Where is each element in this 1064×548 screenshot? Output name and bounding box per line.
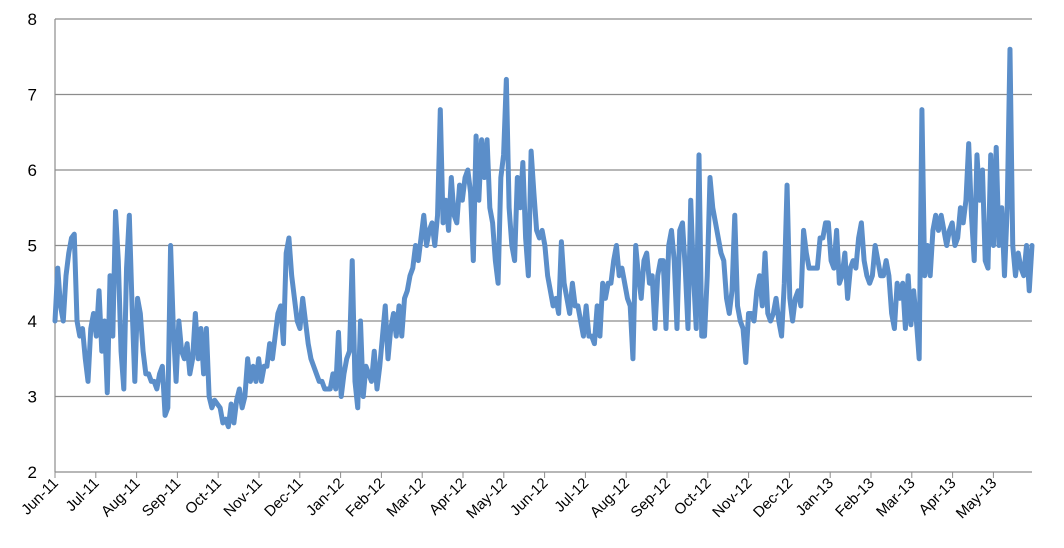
- x-tick-label: Jul-11: [63, 475, 103, 515]
- y-tick-label-7: 7: [28, 86, 37, 105]
- x-tick-label: Jan-12: [303, 475, 347, 519]
- x-tick-label: Oct-11: [182, 475, 225, 518]
- x-tick-label: Sep-11: [139, 475, 184, 520]
- x-axis-ticks: Jun-11 Jul-11Aug-11Sep-11Oct-11Nov-11Dec-…: [18, 472, 1000, 522]
- x-tick-label: Dec-12: [750, 475, 796, 521]
- x-tick-label: May-12: [463, 475, 510, 522]
- x-tick-label: Jun-12: [507, 475, 551, 519]
- series-layer: [52, 46, 1035, 430]
- x-tick-label: Apr-13: [916, 475, 960, 519]
- x-tick-label: Mar-12: [383, 475, 429, 521]
- y-tick-label-3: 3: [28, 388, 37, 407]
- x-tick-label: Jun-11: [18, 475, 62, 519]
- y-tick-label-2: 2: [28, 463, 37, 482]
- x-tick-label: Oct-12: [671, 475, 715, 519]
- x-tick-label: Dec-11: [261, 475, 306, 520]
- x-tick-label: Feb-13: [832, 475, 878, 521]
- y-tick-label-6: 6: [28, 161, 37, 180]
- x-tick-label: Aug-11: [98, 475, 143, 520]
- x-tick-label: Aug-12: [587, 475, 633, 521]
- x-tick-label: Jan-13: [793, 475, 837, 519]
- series-line: [52, 46, 1035, 430]
- x-tick-label: Nov-12: [709, 475, 755, 521]
- x-tick-label: Apr-12: [426, 475, 470, 519]
- y-axis-ticks: 2 3 4 5 6 7 8: [28, 10, 37, 482]
- y-tick-label-8: 8: [28, 10, 37, 29]
- y-tick-label-5: 5: [28, 237, 37, 256]
- x-tick-label: Feb-12: [343, 475, 389, 521]
- x-tick-label: Nov-11: [220, 475, 265, 520]
- x-tick-label: Mar-13: [873, 475, 919, 521]
- x-tick-label: Sep-12: [628, 475, 674, 521]
- y-tick-label-4: 4: [28, 312, 37, 331]
- x-tick-label: May-13: [953, 475, 1000, 522]
